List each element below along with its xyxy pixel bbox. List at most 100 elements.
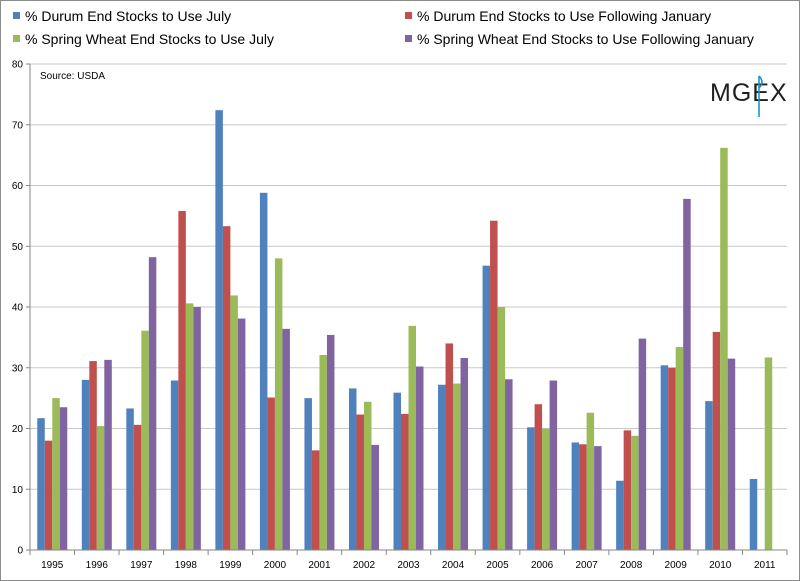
bar-2007-series-3 [586,412,595,550]
bar-1998-series-3 [185,303,194,550]
bar-1998-series-4 [193,307,201,550]
bar-2001-series-3 [319,354,327,550]
legend-label-4: % Spring Wheat End Stocks to Use Followi… [417,31,754,47]
legend-swatch-4 [405,35,412,42]
x-tick-label: 2002 [353,560,376,571]
bar-1995-series-3 [52,398,60,550]
logo-accent-curve [758,75,763,89]
bar-2000-series-2 [267,397,275,550]
bar-2001-series-2 [311,450,320,550]
x-tick-label: 2005 [486,560,509,571]
bar-2003-series-1 [393,392,401,550]
bar-2004-series-3 [453,383,461,550]
bar-2007-series-2 [579,444,587,550]
x-tick-label: 2003 [397,560,420,571]
bar-1998-series-2 [178,211,186,550]
bar-2004-series-1 [438,384,446,550]
bar-2003-series-2 [401,413,409,550]
bar-1999-series-3 [230,295,238,550]
bar-1997-series-4 [148,257,157,550]
y-tick-label: 60 [12,181,24,192]
x-tick-label: 2007 [575,560,598,571]
bar-2010-series-4 [727,358,736,550]
x-tick-label: 2000 [264,560,287,571]
x-tick-label: 1997 [130,560,153,571]
bar-2011-series-3 [764,357,773,550]
y-tick-label: 50 [12,242,24,253]
bar-2010-series-3 [720,147,728,550]
bars [37,110,773,551]
bar-2009-series-4 [683,198,691,551]
bar-2006-series-4 [549,380,558,550]
x-tick-label: 2006 [531,560,554,571]
bar-1996-series-1 [81,379,90,550]
source-annotation: Source: USDA [40,71,105,82]
bar-2005-series-3 [497,307,506,550]
legend-label-2: % Durum End Stocks to Use Following Janu… [417,8,711,24]
mgex-logo: MGEX [710,75,787,117]
bar-2003-series-4 [416,366,424,550]
x-tick-label: 2008 [620,560,643,571]
bar-2004-series-4 [460,358,469,550]
bar-2009-series-2 [668,367,676,550]
x-axis: 1995 1996 1997 1998 1999 2000 2001 2002 2003 2004… [29,549,788,571]
bar-1999-series-4 [237,318,246,550]
bar-2005-series-1 [482,265,491,550]
x-tick-label: 2011 [754,560,776,571]
bar-2006-series-3 [542,428,550,550]
bar-1997-series-1 [126,408,134,550]
legend: % Durum End Stocks to Use July % Durum En… [13,8,754,47]
bar-2003-series-3 [408,325,416,550]
y-tick-label: 70 [12,120,24,131]
y-tick-label: 80 [12,60,24,71]
bar-2009-series-3 [675,347,684,550]
bar-1997-series-3 [141,330,149,550]
bar-2005-series-4 [505,379,513,550]
y-tick-label: 20 [12,424,24,435]
bar-1999-series-1 [215,110,223,551]
bar-2007-series-1 [571,442,580,550]
bar-2007-series-4 [594,446,602,550]
y-tick-label: 10 [12,485,24,496]
bar-2010-series-2 [712,331,721,550]
bar-1996-series-2 [89,361,97,550]
bar-1995-series-2 [44,440,53,550]
bar-1998-series-1 [170,380,179,550]
legend-swatch-3 [13,35,20,42]
x-tick-label: 1999 [219,560,242,571]
bar-2001-series-4 [326,334,335,550]
legend-label-1: % Durum End Stocks to Use July [25,8,231,24]
legend-swatch-2 [405,12,412,19]
x-tick-label: 1998 [175,560,198,571]
legend-label-3: % Spring Wheat End Stocks to Use July [25,31,274,47]
bar-1999-series-2 [222,226,231,550]
bar-2000-series-3 [274,258,283,550]
x-tick-label: 2009 [665,560,688,571]
bar-2006-series-2 [534,404,543,550]
bar-2008-series-1 [616,480,624,550]
bar-2002-series-2 [356,414,364,550]
bar-2000-series-1 [259,192,268,551]
bar-2008-series-4 [638,338,647,550]
bar-2002-series-3 [363,401,372,550]
bar-2009-series-1 [660,365,669,550]
x-tick-label: 1996 [86,560,109,571]
bar-2005-series-2 [490,220,498,551]
x-tick-label: 2004 [442,560,465,571]
x-tick-label: 1995 [41,560,64,571]
bar-2006-series-1 [527,427,535,550]
legend-swatch-1 [13,12,20,19]
bar-1996-series-4 [104,359,112,550]
bar-2002-series-4 [371,444,379,550]
x-tick-label: 2001 [308,560,331,571]
bar-2010-series-1 [705,401,713,550]
bar-1995-series-4 [59,407,68,550]
bar-1997-series-2 [133,424,142,550]
y-axis: 0 10 20 30 40 50 60 70 80 [12,60,31,557]
y-tick-label: 0 [17,546,23,557]
y-tick-label: 40 [12,303,24,314]
bar-2004-series-2 [445,343,454,550]
bar-1996-series-3 [96,426,105,550]
bar-2002-series-1 [348,388,357,550]
